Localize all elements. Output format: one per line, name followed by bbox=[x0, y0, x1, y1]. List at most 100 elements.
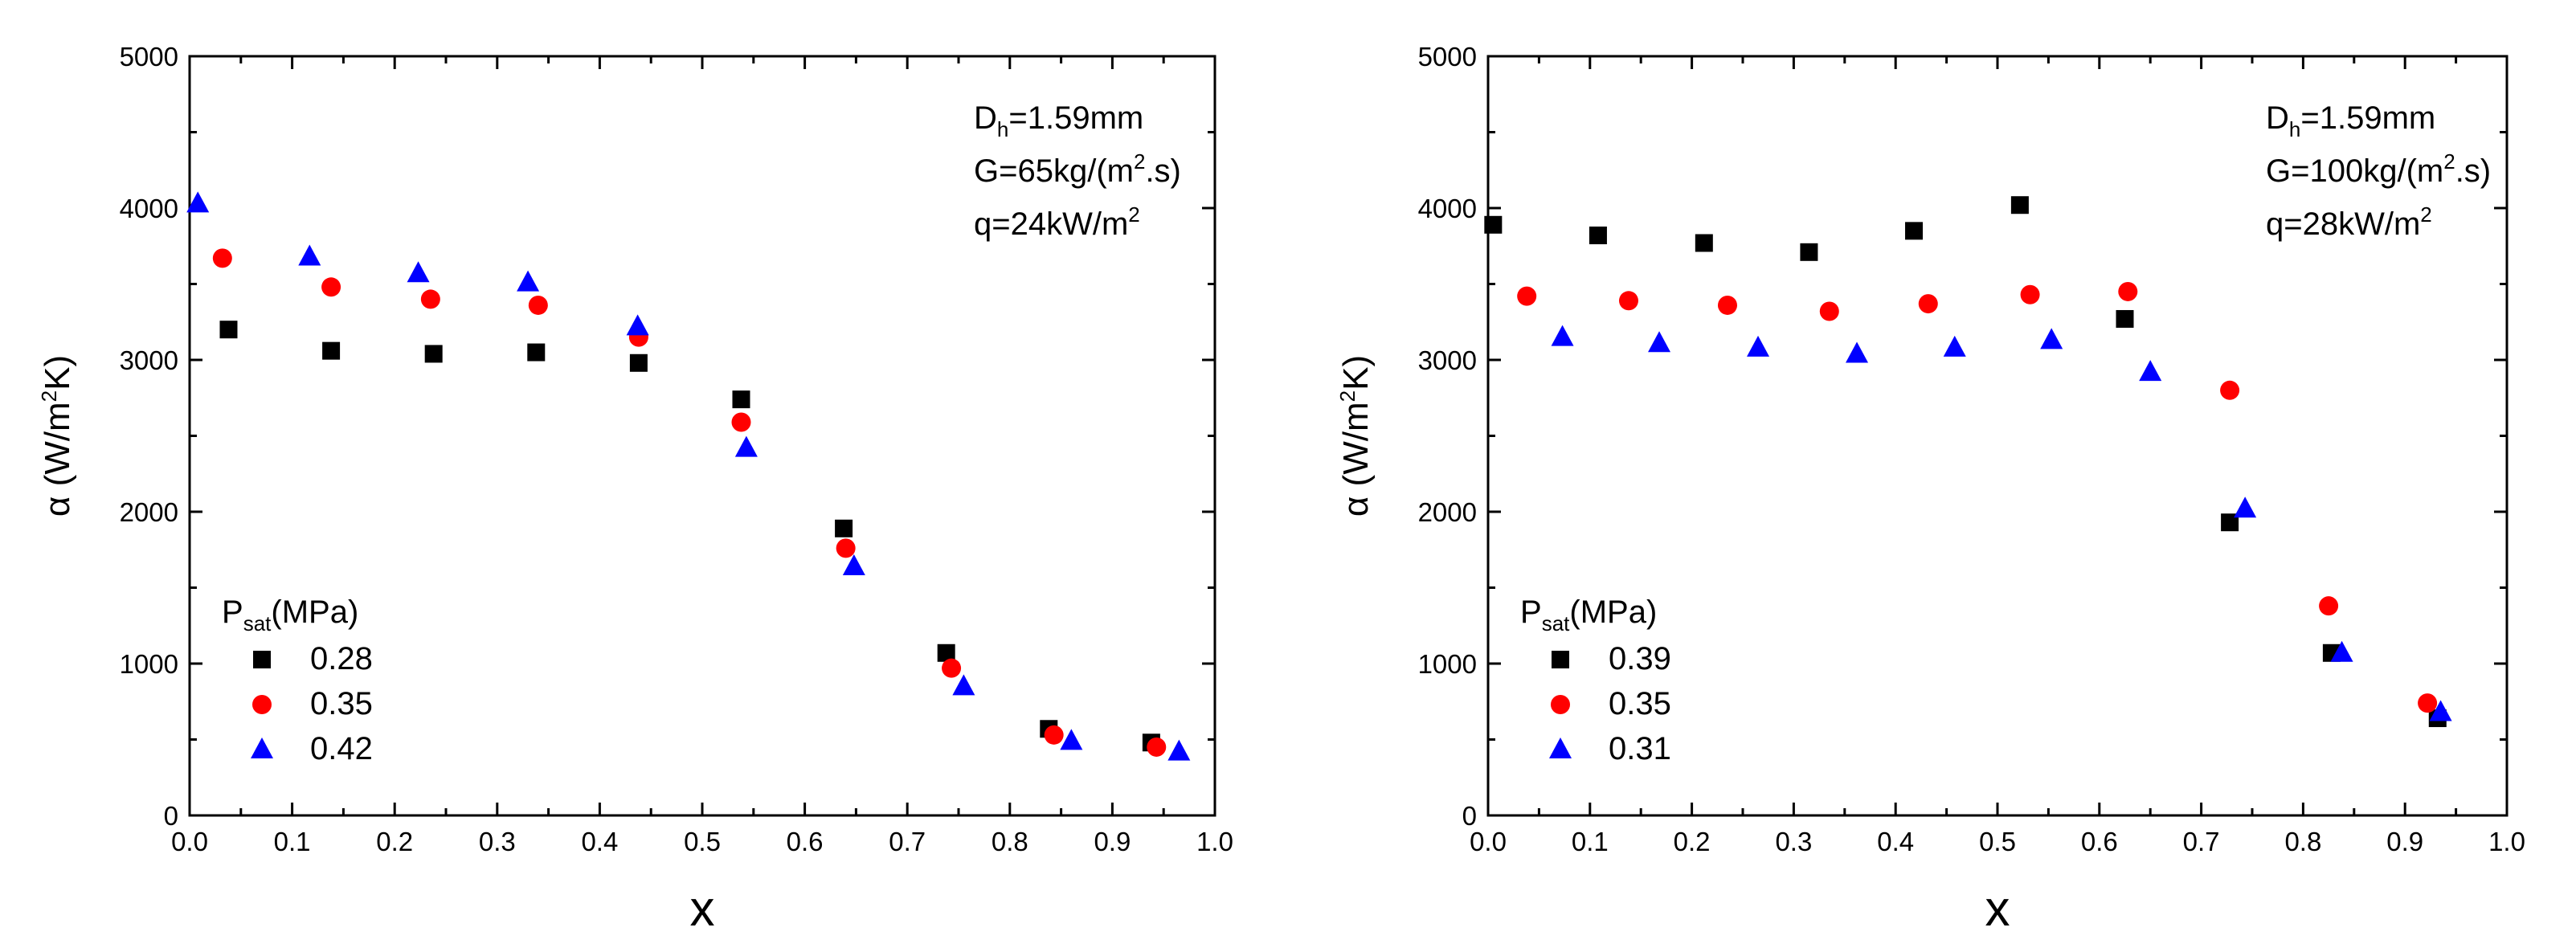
data-point-triangle bbox=[1648, 331, 1671, 353]
data-point-circle bbox=[2418, 693, 2438, 713]
data-point-triangle bbox=[186, 191, 210, 213]
data-point-triangle bbox=[1747, 335, 1770, 357]
x-tick-labels: 0.0 0.1 0.2 0.3 0.4 0.5 0.6 0.7 0.8 0.9 1.0 bbox=[171, 827, 1233, 856]
x-tick-label: 1.0 bbox=[2488, 827, 2525, 856]
data-point-square bbox=[937, 644, 955, 662]
y-axis-title: α (W/m2K) bbox=[37, 355, 77, 517]
data-point-triangle bbox=[298, 244, 321, 266]
legend: Psat(MPa) 0.28 0.35 0.42 bbox=[222, 594, 373, 766]
legend-marker-triangle bbox=[251, 737, 273, 758]
conditions-annotation: Dh=1.59mm G=65kg/(m2.s) q=24kW/m2 bbox=[974, 100, 1181, 242]
y-tick-label: 4000 bbox=[120, 194, 178, 223]
y-tick-label: 2000 bbox=[120, 497, 178, 527]
x-tick-label: 0.5 bbox=[684, 827, 721, 856]
legend: Psat(MPa) 0.39 0.35 0.31 bbox=[1520, 594, 1671, 766]
x-tick-label: 0.9 bbox=[1094, 827, 1131, 856]
y-tick-labels: 0 1000 2000 3000 4000 5000 bbox=[120, 42, 178, 831]
data-point-square bbox=[835, 519, 853, 537]
data-point-square bbox=[2010, 196, 2029, 215]
series-0-28 bbox=[219, 321, 1160, 752]
y-tick-label: 5000 bbox=[120, 42, 178, 72]
data-point-square bbox=[527, 343, 546, 362]
data-point-square bbox=[1800, 243, 1818, 261]
data-point-triangle bbox=[1060, 729, 1083, 750]
series-0-42 bbox=[186, 191, 1191, 761]
data-point-circle bbox=[420, 289, 440, 309]
data-point-circle bbox=[731, 412, 751, 432]
data-point-triangle bbox=[2234, 496, 2257, 518]
data-point-triangle bbox=[842, 554, 865, 576]
x-tick-label: 0.0 bbox=[1470, 827, 1507, 856]
data-point-triangle bbox=[2330, 640, 2353, 662]
axis-ticks bbox=[1486, 55, 2509, 817]
annotation-line-diameter: Dh=1.59mm bbox=[974, 100, 1143, 141]
data-point-circle bbox=[1918, 294, 1938, 314]
data-points bbox=[1484, 196, 2452, 728]
x-tick-label: 1.0 bbox=[1196, 827, 1233, 856]
annotation-line-heat-flux: q=28kW/m2 bbox=[2266, 202, 2432, 242]
chart-panel-right: 0.0 0.1 0.2 0.3 0.4 0.5 0.6 0.7 0.8 0.9 1.0 0 1000 2… bbox=[1335, 42, 2525, 937]
y-tick-labels: 0 1000 2000 3000 4000 5000 bbox=[1418, 42, 1477, 831]
annotation-line-heat-flux: q=24kW/m2 bbox=[974, 202, 1140, 242]
data-point-square bbox=[2221, 513, 2239, 532]
data-point-circle bbox=[1618, 291, 1638, 311]
data-point-triangle bbox=[2139, 360, 2162, 382]
x-tick-label: 0.1 bbox=[274, 827, 311, 856]
data-point-square bbox=[1589, 227, 1607, 245]
y-tick-label: 1000 bbox=[1418, 649, 1477, 679]
x-tick-label: 0.5 bbox=[1979, 827, 2016, 856]
data-point-square bbox=[2116, 309, 2134, 328]
x-tick-label: 0.8 bbox=[992, 827, 1028, 856]
data-point-circle bbox=[528, 295, 548, 315]
series-0-35 bbox=[1517, 281, 2438, 713]
x-tick-label: 0.0 bbox=[171, 827, 208, 856]
data-point-circle bbox=[1717, 295, 1737, 315]
legend-label: 0.31 bbox=[1609, 731, 1671, 766]
data-point-triangle bbox=[1846, 341, 1869, 363]
legend-marker-circle bbox=[1551, 695, 1570, 714]
y-tick-label: 3000 bbox=[120, 345, 178, 375]
x-tick-label: 0.9 bbox=[2386, 827, 2423, 856]
annotation-line-mass-flux: G=100kg/(m2.s) bbox=[2266, 149, 2491, 189]
x-tick-label: 0.8 bbox=[2284, 827, 2321, 856]
legend-marker-triangle bbox=[1549, 737, 1572, 758]
x-tick-label: 0.6 bbox=[787, 827, 824, 856]
data-point-square bbox=[1484, 215, 1503, 234]
legend-marker-square bbox=[253, 651, 271, 668]
data-point-triangle bbox=[1167, 739, 1191, 761]
x-tick-label: 0.3 bbox=[479, 827, 516, 856]
series-0-31 bbox=[1551, 325, 2452, 721]
data-points bbox=[186, 191, 1191, 761]
x-tick-label: 0.2 bbox=[376, 827, 413, 856]
data-point-circle bbox=[1517, 286, 1537, 306]
data-point-triangle bbox=[734, 435, 758, 457]
data-point-circle bbox=[1147, 737, 1167, 757]
data-point-triangle bbox=[517, 270, 540, 292]
y-tick-label: 4000 bbox=[1418, 194, 1477, 223]
legend-title: Psat(MPa) bbox=[222, 594, 358, 635]
data-point-circle bbox=[212, 248, 232, 268]
x-tick-label: 0.7 bbox=[2183, 827, 2220, 856]
legend-label: 0.35 bbox=[1609, 686, 1671, 721]
x-axis-title: x bbox=[1985, 881, 2010, 937]
x-tick-label: 0.1 bbox=[1572, 827, 1609, 856]
legend-label: 0.28 bbox=[310, 641, 373, 676]
y-tick-label: 0 bbox=[1462, 801, 1477, 831]
data-point-circle bbox=[2220, 380, 2240, 400]
annotation-line-diameter: Dh=1.59mm bbox=[2266, 100, 2435, 141]
data-point-circle bbox=[1044, 725, 1064, 745]
conditions-annotation: Dh=1.59mm G=100kg/(m2.s) q=28kW/m2 bbox=[2266, 100, 2491, 242]
y-tick-label: 2000 bbox=[1418, 497, 1477, 527]
data-point-triangle bbox=[1943, 335, 1966, 357]
legend-marker-circle bbox=[252, 695, 272, 714]
data-point-square bbox=[424, 345, 443, 363]
x-tick-label: 0.2 bbox=[1674, 827, 1711, 856]
x-tick-label: 0.3 bbox=[1775, 827, 1812, 856]
data-point-triangle bbox=[626, 314, 649, 336]
y-tick-label: 5000 bbox=[1418, 42, 1477, 72]
data-point-triangle bbox=[2429, 700, 2452, 721]
data-point-circle bbox=[2319, 596, 2339, 616]
data-point-circle bbox=[2020, 284, 2040, 304]
data-point-triangle bbox=[2040, 328, 2063, 349]
data-point-circle bbox=[1819, 301, 1839, 321]
